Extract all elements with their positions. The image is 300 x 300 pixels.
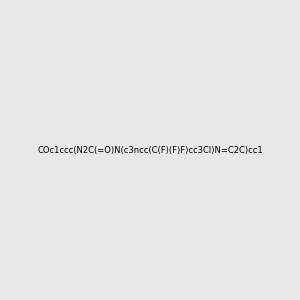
Text: COc1ccc(N2C(=O)N(c3ncc(C(F)(F)F)cc3Cl)N=C2C)cc1: COc1ccc(N2C(=O)N(c3ncc(C(F)(F)F)cc3Cl)N=… <box>37 146 263 154</box>
